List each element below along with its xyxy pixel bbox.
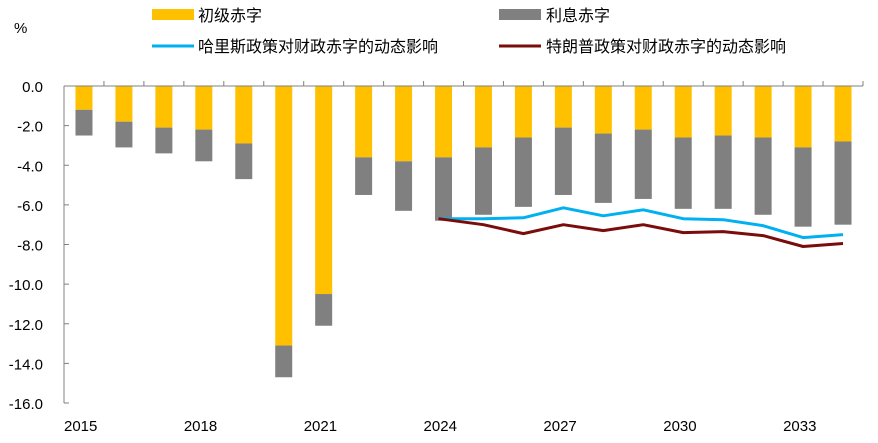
bar-interest-deficit-2027 [554, 127, 572, 195]
bar-primary-deficit-2033 [794, 86, 812, 148]
x-tick-label: 2015 [64, 418, 97, 435]
bar-interest-deficit-2023 [395, 161, 413, 211]
bar-primary-deficit-2030 [674, 86, 692, 138]
legend-label-primary-deficit: 初级赤字 [198, 6, 262, 25]
legend-label-harris-policy: 哈里斯政策对财政赤字的动态影响 [198, 37, 438, 56]
bar-interest-deficit-2016 [115, 121, 133, 148]
y-tick-label: -12.0 [9, 317, 43, 334]
bar-interest-deficit-2017 [155, 127, 173, 154]
x-tick-label: 2018 [184, 418, 217, 435]
bar-primary-deficit-2029 [634, 86, 652, 130]
bar-interest-deficit-2024 [435, 157, 453, 221]
bar-primary-deficit-2024 [435, 86, 453, 158]
y-tick-label: 0.0 [22, 79, 43, 96]
y-tick-label: -4.0 [17, 158, 43, 175]
axes-layer [63, 81, 864, 404]
legend-swatch-primary-deficit [152, 9, 194, 20]
x-tick-label: 2024 [424, 418, 457, 435]
x-tick-label: 2021 [304, 418, 337, 435]
x-tick-label: 2033 [783, 418, 816, 435]
bar-primary-deficit-2031 [714, 86, 732, 136]
bar-primary-deficit-2021 [315, 86, 333, 295]
bar-interest-deficit-2026 [514, 137, 532, 207]
bar-primary-deficit-2017 [155, 86, 173, 128]
bar-interest-deficit-2030 [674, 137, 692, 209]
legend-swatch-interest-deficit [499, 9, 541, 20]
bar-interest-deficit-2034 [834, 141, 852, 225]
bar-interest-deficit-2022 [355, 157, 373, 195]
legend-item-trump-policy: 特朗普政策对财政赤字的动态影响 [499, 37, 786, 56]
bar-primary-deficit-2018 [195, 86, 213, 130]
trump-policy-line [438, 217, 844, 248]
bar-interest-deficit-2018 [195, 129, 213, 162]
bar-interest-deficit-2021 [315, 294, 333, 326]
bar-primary-deficit-2025 [474, 86, 492, 148]
y-tick-label: -10.0 [9, 277, 43, 294]
y-tick-label: -2.0 [17, 119, 43, 136]
bar-interest-deficit-2020 [275, 345, 293, 378]
x-tick-label: 2030 [663, 418, 696, 435]
y-tick-label: -16.0 [9, 396, 43, 413]
bar-primary-deficit-2028 [594, 86, 612, 134]
y-tick-labels: 0.0 -2.0 -4.0 -6.0 -8.0 -10.0 -12.0 -14.0 -16.0 [9, 79, 43, 413]
legend-label-interest-deficit: 利息赤字 [546, 6, 610, 25]
bar-primary-deficit-2015 [75, 86, 93, 110]
bar-primary-deficit-2034 [834, 86, 852, 142]
bar-interest-deficit-2033 [794, 147, 812, 227]
y-tick-label: -6.0 [17, 198, 43, 215]
bar-interest-deficit-2019 [235, 143, 253, 180]
bar-primary-deficit-2020 [275, 86, 293, 346]
y-tick-label: -14.0 [9, 356, 43, 373]
legend-label-trump-policy: 特朗普政策对财政赤字的动态影响 [546, 37, 786, 56]
bar-primary-deficit-2022 [355, 86, 373, 158]
legend: 初级赤字 利息赤字 哈里斯政策对财政赤字的动态影响 特朗普政策对财政赤字的动态影… [152, 6, 786, 56]
bar-primary-deficit-2019 [235, 86, 253, 144]
x-tick-labels: 2015 2018 2021 2024 2027 2030 2033 [64, 418, 816, 435]
bar-primary-deficit-2023 [395, 86, 413, 162]
bar-interest-deficit-2025 [474, 147, 492, 215]
bar-primary-deficit-2016 [115, 86, 133, 122]
x-tick-label: 2027 [543, 418, 576, 435]
legend-item-interest-deficit: 利息赤字 [499, 6, 610, 25]
y-unit-label: % [14, 20, 27, 37]
legend-item-harris-policy: 哈里斯政策对财政赤字的动态影响 [152, 37, 438, 56]
bar-interest-deficit-2015 [75, 109, 93, 136]
bars-layer [75, 86, 852, 378]
bar-primary-deficit-2032 [754, 86, 772, 138]
legend-item-primary-deficit: 初级赤字 [152, 6, 262, 25]
bar-interest-deficit-2032 [754, 137, 772, 215]
bar-interest-deficit-2031 [714, 135, 732, 209]
bar-interest-deficit-2028 [594, 133, 612, 203]
y-tick-label: -8.0 [17, 238, 43, 255]
lines-layer [438, 206, 844, 248]
bar-interest-deficit-2029 [634, 129, 652, 199]
bar-primary-deficit-2026 [514, 86, 532, 138]
harris-policy-line [438, 206, 844, 240]
bar-primary-deficit-2027 [554, 86, 572, 128]
